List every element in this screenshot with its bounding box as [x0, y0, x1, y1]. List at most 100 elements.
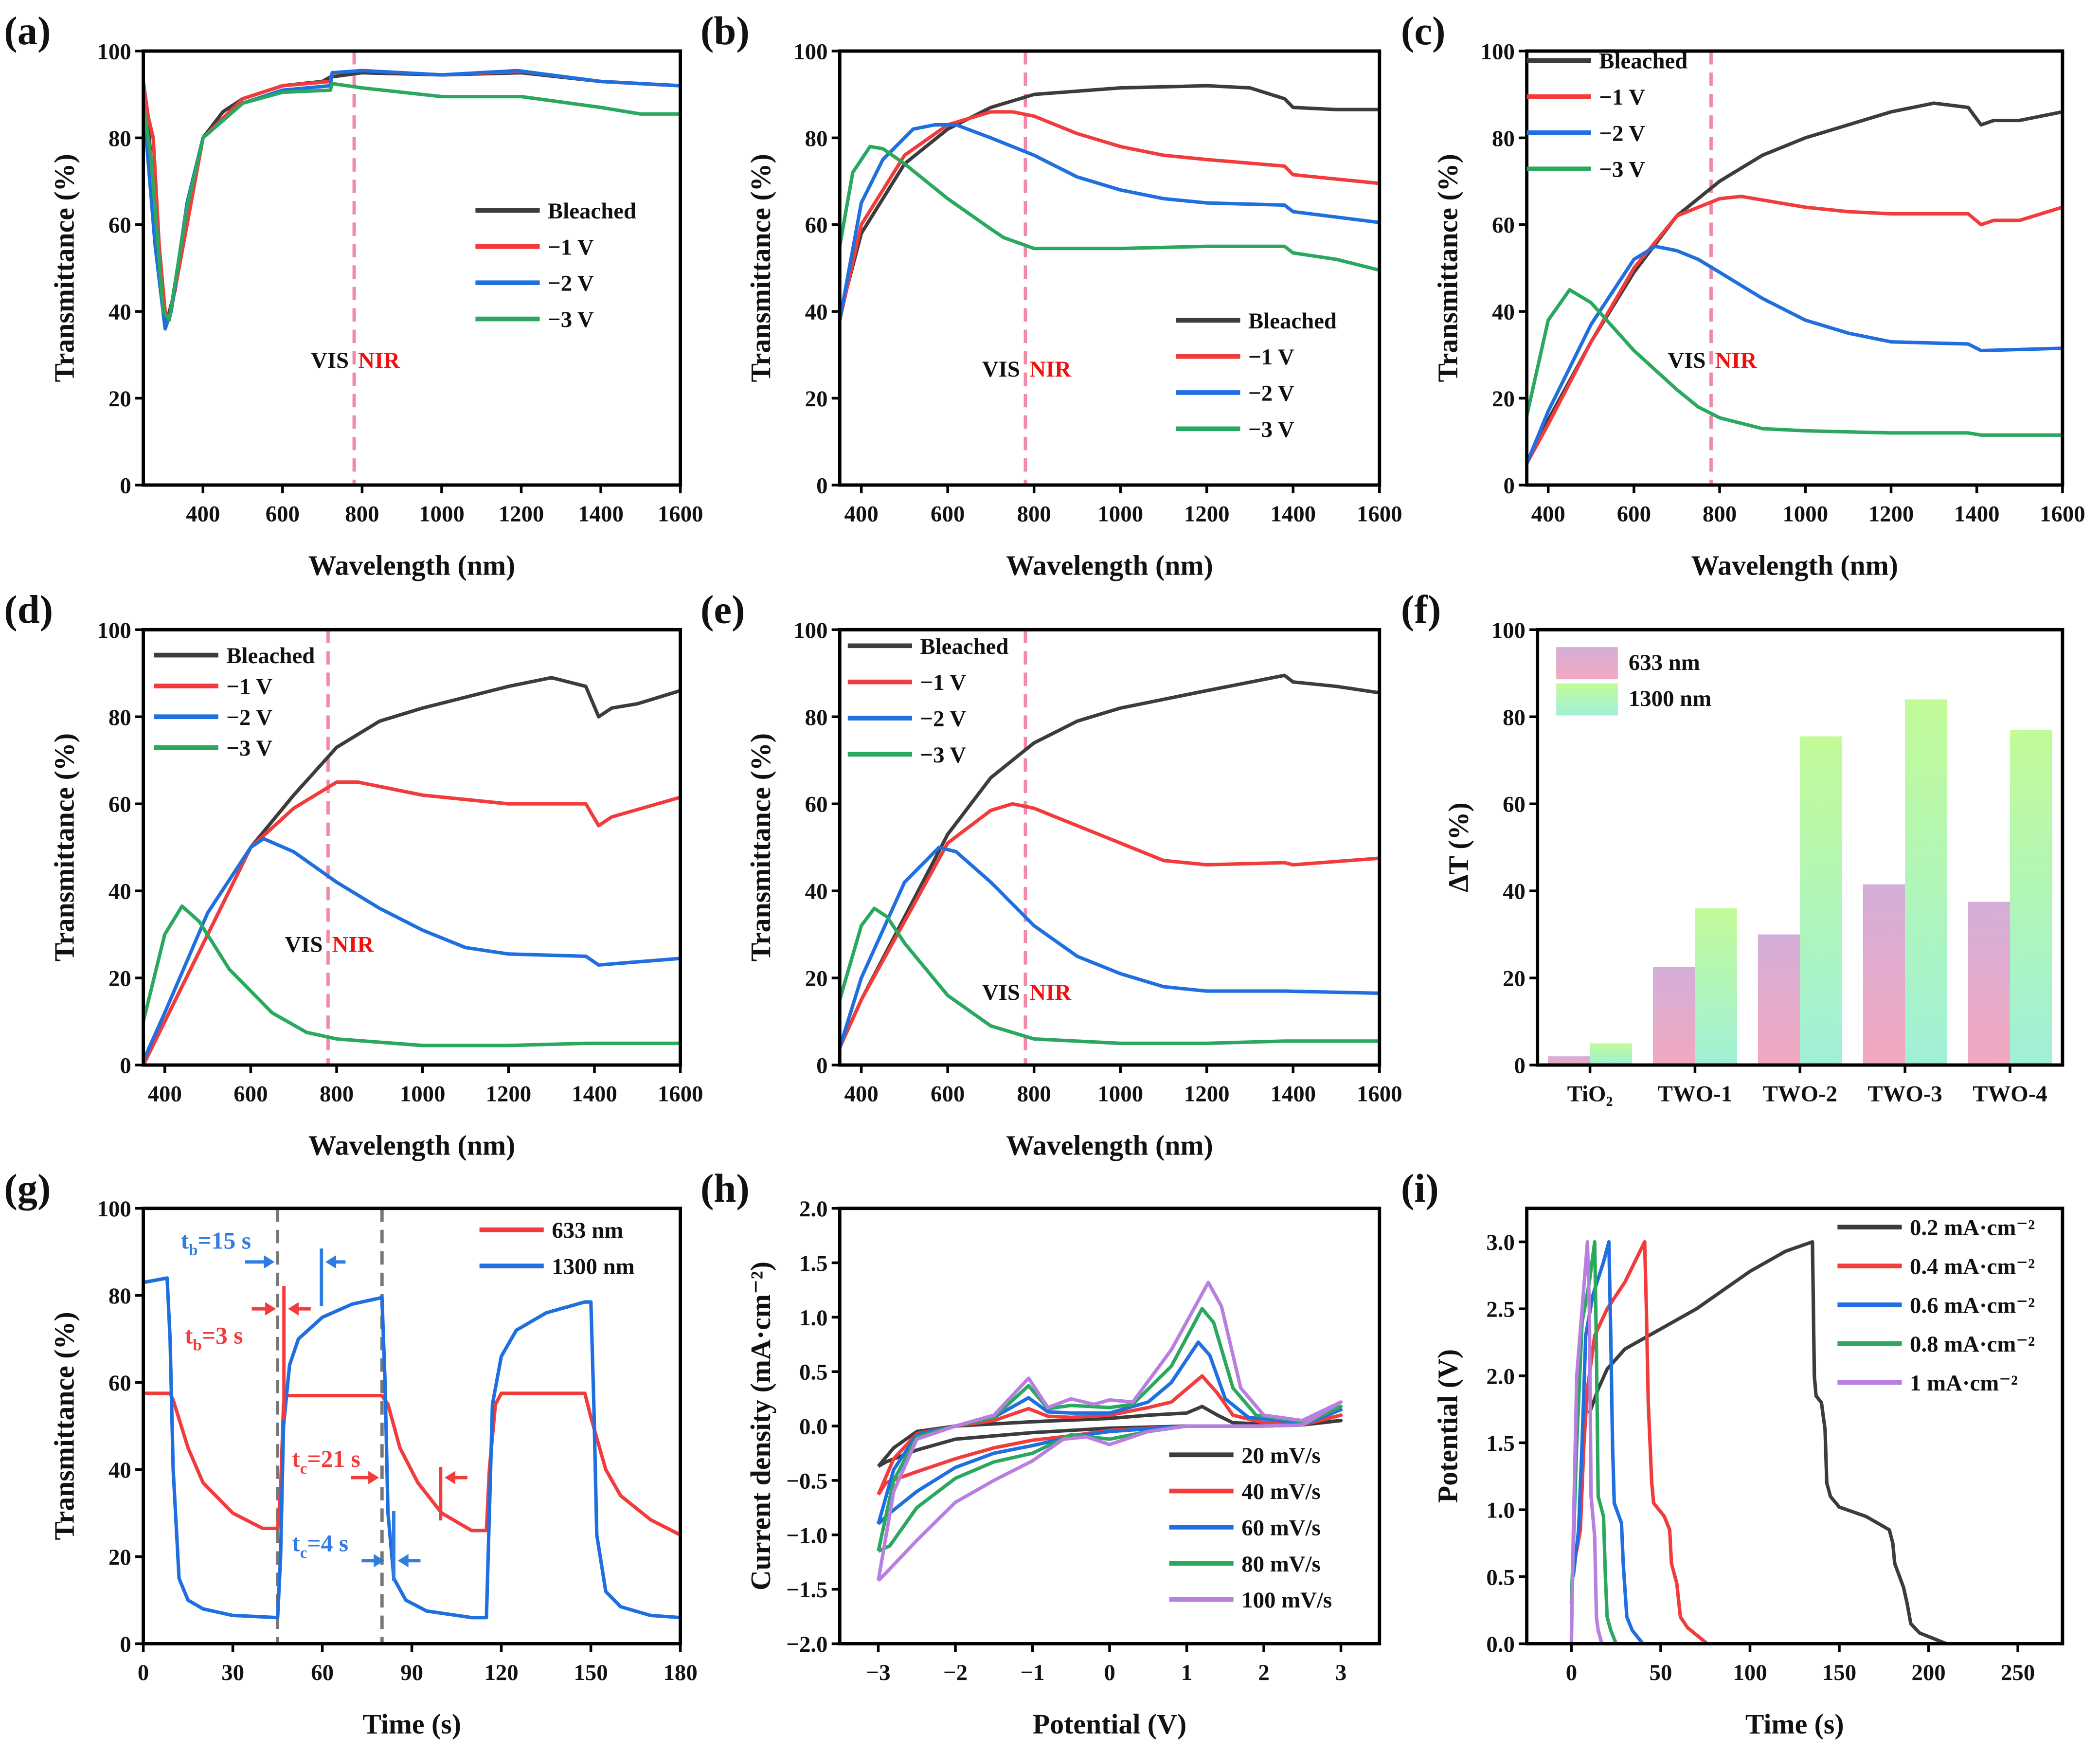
panel-h: (h) −2.0 −1.5 −1.0 −0.5 0.0 0.5 1.0 1.5 2.0 −3 −2 −1…: [700, 1166, 1382, 1740]
y-tick-label: 40: [108, 879, 131, 904]
y-tick-label: 100: [793, 618, 827, 643]
panel-f: (f) 0 20 40 60 80 100 TiO₂ TWO-1 TWO-2 TWO-3 TWO-4 Δ…: [1401, 587, 2064, 1106]
y-tick-label: 0: [120, 473, 131, 498]
y-tick-label: 100: [97, 618, 131, 643]
legend-label: −2 V: [1248, 380, 1294, 406]
series-line: [143, 82, 681, 322]
y-tick-label: 20: [1492, 386, 1515, 412]
x-tick-label: 1400: [578, 501, 624, 526]
x-tick-label: 1600: [658, 1081, 703, 1106]
arrow-head: [374, 1553, 385, 1568]
y-tick-label: 80: [805, 126, 828, 151]
plot-area: [1526, 51, 2063, 485]
y-tick-label: 0.0: [1486, 1632, 1514, 1657]
x-tick-label: 1200: [1184, 1081, 1230, 1106]
legend-label: Bleached: [1599, 49, 1687, 74]
nir-label: NIR: [1715, 348, 1758, 373]
legend-label: Bleached: [1248, 308, 1337, 334]
y-tick-label: 20: [108, 966, 131, 992]
plot-frame: [142, 628, 682, 1067]
y-tick-label: −1.5: [786, 1577, 827, 1603]
x-tick-label: 0: [1566, 1660, 1577, 1685]
legend-label: 633 nm: [552, 1218, 623, 1243]
legend-label: 0.2 mA·cm⁻²: [1910, 1215, 2035, 1241]
y-tick-label: −1.0: [786, 1523, 827, 1548]
x-tick-label: 0: [138, 1660, 149, 1685]
x-tick-label: 400: [844, 1081, 879, 1106]
legend-label: 1300 nm: [1629, 686, 1711, 711]
x-tick-label: 1: [1181, 1660, 1192, 1685]
legend-label: 1300 nm: [552, 1254, 634, 1280]
nir-label: NIR: [1029, 980, 1072, 1005]
vis-label: VIS: [1668, 348, 1705, 373]
y-axis-label: Current density (mA·cm⁻²): [745, 1262, 776, 1590]
nir-label: NIR: [358, 348, 400, 373]
bar-1300nm: [1590, 1043, 1632, 1065]
legend-swatch: [1556, 683, 1618, 716]
plot-area: [877, 1281, 1343, 1582]
series-line: [877, 1307, 1343, 1553]
series-line: [143, 1391, 681, 1537]
y-tick-label: 0: [816, 473, 827, 498]
x-axis-label: Wavelength (nm): [1006, 1130, 1213, 1161]
legend-label: −2 V: [548, 271, 594, 296]
label-t: t: [292, 1445, 300, 1472]
x-tick-label: 1600: [658, 501, 703, 526]
vis-label: VIS: [982, 980, 1020, 1005]
y-tick-label: 0.5: [1486, 1565, 1514, 1590]
x-tick-label: 1000: [1097, 501, 1143, 526]
series-line: [143, 71, 681, 322]
y-tick-label: 1.0: [1486, 1498, 1514, 1523]
y-axis-label: Potential (V): [1432, 1349, 1463, 1503]
legend-label: −2 V: [1599, 121, 1645, 146]
y-tick-label: 0: [816, 1053, 827, 1079]
plot-area: [1569, 1240, 1947, 1644]
x-tick-label: 800: [1017, 501, 1051, 526]
series-line: [1569, 1240, 1618, 1644]
y-tick-label: 40: [805, 300, 828, 325]
y-tick-label: 20: [805, 386, 828, 412]
series-line: [143, 1276, 681, 1620]
label-value: =15 s: [198, 1227, 251, 1254]
legend-label: 633 nm: [1629, 650, 1700, 675]
arrow-head: [397, 1553, 409, 1568]
arrow-head: [325, 1255, 337, 1269]
x-tick-label: 600: [931, 501, 965, 526]
x-tick-label: 1200: [486, 1081, 532, 1106]
bar-1300nm: [2010, 730, 2052, 1065]
vis-label: VIS: [982, 357, 1020, 382]
legend-label: 20 mV/s: [1241, 1443, 1321, 1468]
x-tick-label: 1000: [1783, 501, 1829, 526]
y-tick-label: 40: [805, 879, 828, 904]
label-value: =4 s: [307, 1530, 348, 1556]
label-value: =3 s: [202, 1322, 243, 1349]
series-line: [1571, 1240, 1708, 1644]
y-tick-label: 0: [1514, 1053, 1525, 1079]
y-tick-label: 2.0: [1486, 1364, 1514, 1389]
series-line: [877, 1340, 1343, 1525]
arrow-head: [265, 1302, 276, 1316]
x-tick-label: 1600: [2040, 501, 2085, 526]
x-tick-label: 1200: [499, 501, 544, 526]
series-line: [840, 906, 1380, 1046]
panel-label: (b): [700, 8, 750, 53]
x-tick-label: 800: [1017, 1081, 1051, 1106]
x-axis-label: Wavelength (nm): [308, 1130, 515, 1161]
y-tick-label: 0.0: [799, 1414, 828, 1440]
x-tick-label: 250: [2001, 1660, 2035, 1685]
y-tick-label: 1.0: [799, 1305, 828, 1331]
legend-label: −1 V: [548, 235, 594, 260]
legend-label: −3 V: [1599, 157, 1645, 182]
y-tick-label: 0: [120, 1632, 131, 1657]
plot-frame: [1525, 49, 2064, 487]
series-line: [1526, 288, 2063, 437]
y-tick-label: −2.0: [786, 1632, 827, 1657]
y-tick-label: 60: [108, 792, 131, 817]
series-line: [143, 904, 681, 1047]
x-tick-label: −1: [1020, 1660, 1044, 1685]
plot-area: [840, 51, 1380, 485]
x-tick-label: 1400: [1954, 501, 2000, 526]
legend-label: 40 mV/s: [1241, 1479, 1321, 1504]
x-tick-label: 1200: [1184, 501, 1230, 526]
